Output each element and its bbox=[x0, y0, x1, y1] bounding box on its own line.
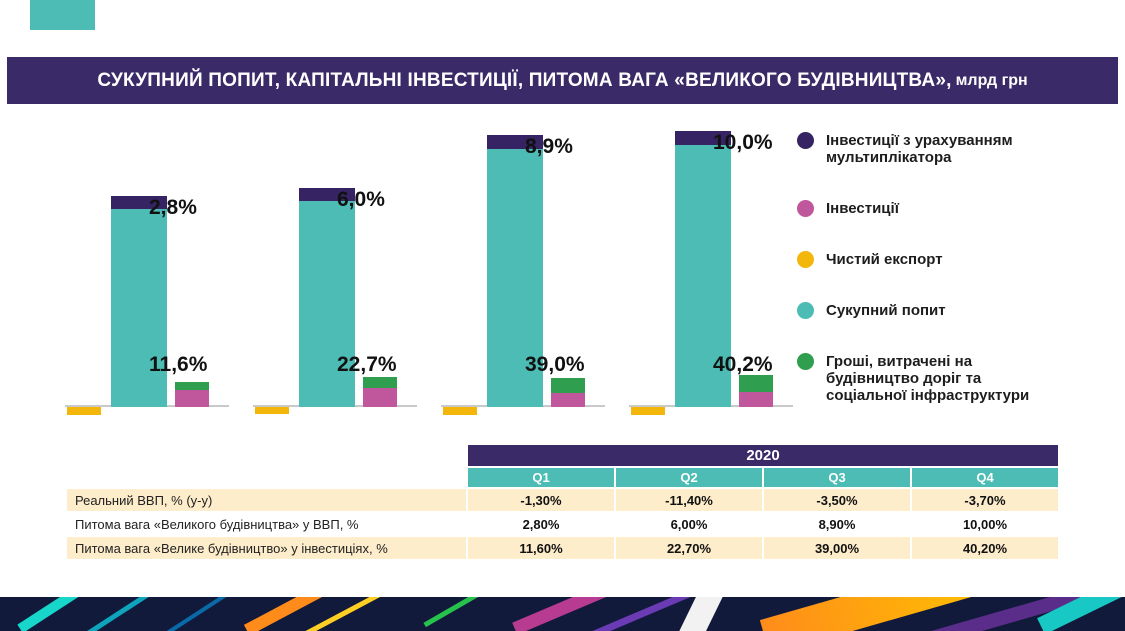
bar-label-main: 10,0% bbox=[713, 131, 773, 154]
bar-roads-money bbox=[175, 382, 209, 390]
table-header-q4: Q4 bbox=[912, 468, 1058, 487]
table-year-row: 2020 bbox=[67, 445, 1058, 466]
cell-value: 8,90% bbox=[764, 513, 910, 535]
cell-value: -11,40% bbox=[616, 489, 762, 511]
bar-investments bbox=[551, 393, 585, 407]
footer-shape bbox=[156, 597, 234, 631]
footer-shape bbox=[304, 597, 391, 631]
row-label: Питома вага «Великого будівництва» у ВВП… bbox=[67, 513, 466, 535]
data-table: 2020 Q1 Q2 Q3 Q4 Реальний ВВП, % (у-у) -… bbox=[65, 443, 1060, 561]
bar-net-export bbox=[67, 407, 101, 415]
legend-label: Гроші, витрачені на будівництво доріг та… bbox=[826, 353, 1030, 404]
cell-value: 6,00% bbox=[616, 513, 762, 535]
row-label: Реальний ВВП, % (у-у) bbox=[67, 489, 466, 511]
title-banner: СУКУПНИЙ ПОПИТ, КАПІТАЛЬНІ ІНВЕСТИЦІЇ, П… bbox=[7, 57, 1118, 104]
table-corner-blank bbox=[67, 468, 466, 487]
legend-dot-roads-money-icon bbox=[797, 353, 814, 370]
bar-invest-multiplier bbox=[299, 188, 355, 201]
bar-group-q2-2020: 6,0% 22,7% bbox=[253, 125, 433, 415]
bar-roads-money bbox=[363, 377, 397, 388]
legend-item-aggregate-demand: Сукупний попит bbox=[797, 302, 1107, 319]
legend-item-net-export: Чистий експорт bbox=[797, 251, 1107, 268]
bar-invest-multiplier bbox=[487, 135, 543, 149]
footer-art bbox=[0, 597, 1125, 631]
table-header-q2: Q2 bbox=[616, 468, 762, 487]
footer-shape bbox=[423, 597, 487, 628]
cell-value: 40,20% bbox=[912, 537, 1058, 559]
legend-item-roads-money: Гроші, витрачені на будівництво доріг та… bbox=[797, 353, 1107, 404]
cell-value: -3,70% bbox=[912, 489, 1058, 511]
bar-label-small: 40,2% bbox=[713, 353, 773, 376]
legend-item-invest-multiplier: Інвестиції з урахуванням мультиплікатора bbox=[797, 132, 1107, 166]
cell-value: -3,50% bbox=[764, 489, 910, 511]
legend-label: Інвестиції bbox=[826, 200, 899, 217]
footer-shape bbox=[17, 597, 149, 631]
row-label: Питома вага «Велике будівництво» у інвес… bbox=[67, 537, 466, 559]
bar-aggregate-demand bbox=[111, 209, 167, 407]
cell-value: 11,60% bbox=[468, 537, 614, 559]
legend-dot-invest-multiplier-icon bbox=[797, 132, 814, 149]
cell-value: 22,70% bbox=[616, 537, 762, 559]
table-row-share-investments: Питома вага «Велике будівництво» у інвес… bbox=[67, 537, 1058, 559]
bar-invest-multiplier bbox=[675, 131, 731, 145]
bar-aggregate-demand bbox=[675, 145, 731, 407]
slide-title: СУКУПНИЙ ПОПИТ, КАПІТАЛЬНІ ІНВЕСТИЦІЇ, П… bbox=[97, 69, 952, 91]
table-corner-blank bbox=[67, 445, 466, 466]
cell-value: 10,00% bbox=[912, 513, 1058, 535]
cell-value: -1,30% bbox=[468, 489, 614, 511]
chart-legend: Інвестиції з урахуванням мультиплікатора… bbox=[797, 132, 1107, 438]
legend-dot-net-export-icon bbox=[797, 251, 814, 268]
bar-investments bbox=[175, 390, 209, 407]
slide-title-unit: млрд грн bbox=[955, 71, 1028, 89]
bar-label-main: 8,9% bbox=[525, 135, 573, 158]
bar-label-small: 22,7% bbox=[337, 353, 397, 376]
bar-group-q1-2020: 2,8% 11,6% bbox=[65, 125, 245, 415]
bar-chart: 2,8% 11,6% 6,0% 22,7% 8,9% 39,0% 10,0% 40,2% bbox=[55, 125, 820, 415]
corner-accent bbox=[30, 0, 95, 30]
table-header-q1: Q1 bbox=[468, 468, 614, 487]
bar-label-small: 39,0% bbox=[525, 353, 585, 376]
legend-dot-aggregate-demand-icon bbox=[797, 302, 814, 319]
bar-investments bbox=[363, 388, 397, 407]
table-year-header: 2020 bbox=[468, 445, 1058, 466]
bar-roads-money bbox=[739, 375, 773, 392]
table-row-share-gdp: Питома вага «Великого будівництва» у ВВП… bbox=[67, 513, 1058, 535]
bar-net-export bbox=[255, 407, 289, 414]
bar-net-export bbox=[443, 407, 477, 415]
footer-shape bbox=[672, 597, 728, 631]
bar-aggregate-demand bbox=[487, 149, 543, 407]
bar-label-main: 6,0% bbox=[337, 188, 385, 211]
legend-label: Інвестиції з урахуванням мультиплікатора bbox=[826, 132, 1013, 166]
bar-invest-multiplier bbox=[111, 196, 167, 209]
footer-shape bbox=[75, 597, 187, 631]
table-row-real-gdp: Реальний ВВП, % (у-у) -1,30% -11,40% -3,… bbox=[67, 489, 1058, 511]
bar-group-q3-2020: 8,9% 39,0% bbox=[441, 125, 621, 415]
cell-value: 39,00% bbox=[764, 537, 910, 559]
bar-label-small: 11,6% bbox=[149, 353, 208, 376]
table-quarter-row: Q1 Q2 Q3 Q4 bbox=[67, 468, 1058, 487]
bar-aggregate-demand bbox=[299, 201, 355, 407]
legend-dot-investments-icon bbox=[797, 200, 814, 217]
table-header-q3: Q3 bbox=[764, 468, 910, 487]
bar-group-q4-2020: 10,0% 40,2% bbox=[629, 125, 809, 415]
cell-value: 2,80% bbox=[468, 513, 614, 535]
legend-label: Сукупний попит bbox=[826, 302, 946, 319]
bar-roads-money bbox=[551, 378, 585, 393]
legend-item-investments: Інвестиції bbox=[797, 200, 1107, 217]
bar-net-export bbox=[631, 407, 665, 415]
legend-label: Чистий експорт bbox=[826, 251, 943, 268]
bar-investments bbox=[739, 392, 773, 407]
bar-label-main: 2,8% bbox=[149, 196, 197, 219]
